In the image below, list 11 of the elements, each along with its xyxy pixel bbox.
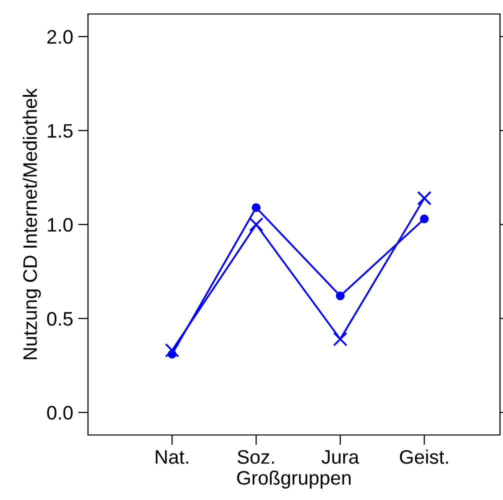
y-tick-label: 0.5 — [47, 312, 73, 326]
x-tick-label: Nat. — [156, 450, 188, 464]
x-tick-label: Soz. — [238, 450, 274, 464]
y-tick-label: 1.0 — [48, 218, 73, 232]
y-tick-label: 0.0 — [47, 406, 73, 420]
x-tick-label: Jura — [322, 450, 360, 464]
y-axis-title: Nutzung CD Internet/Mediothek — [22, 88, 41, 360]
y-tick-label: 1.5 — [48, 124, 73, 138]
y-tick-label: 2.0 — [47, 30, 73, 44]
x-tick-label: Geist. — [400, 450, 448, 464]
x-axis-title: Großgruppen — [237, 470, 351, 489]
